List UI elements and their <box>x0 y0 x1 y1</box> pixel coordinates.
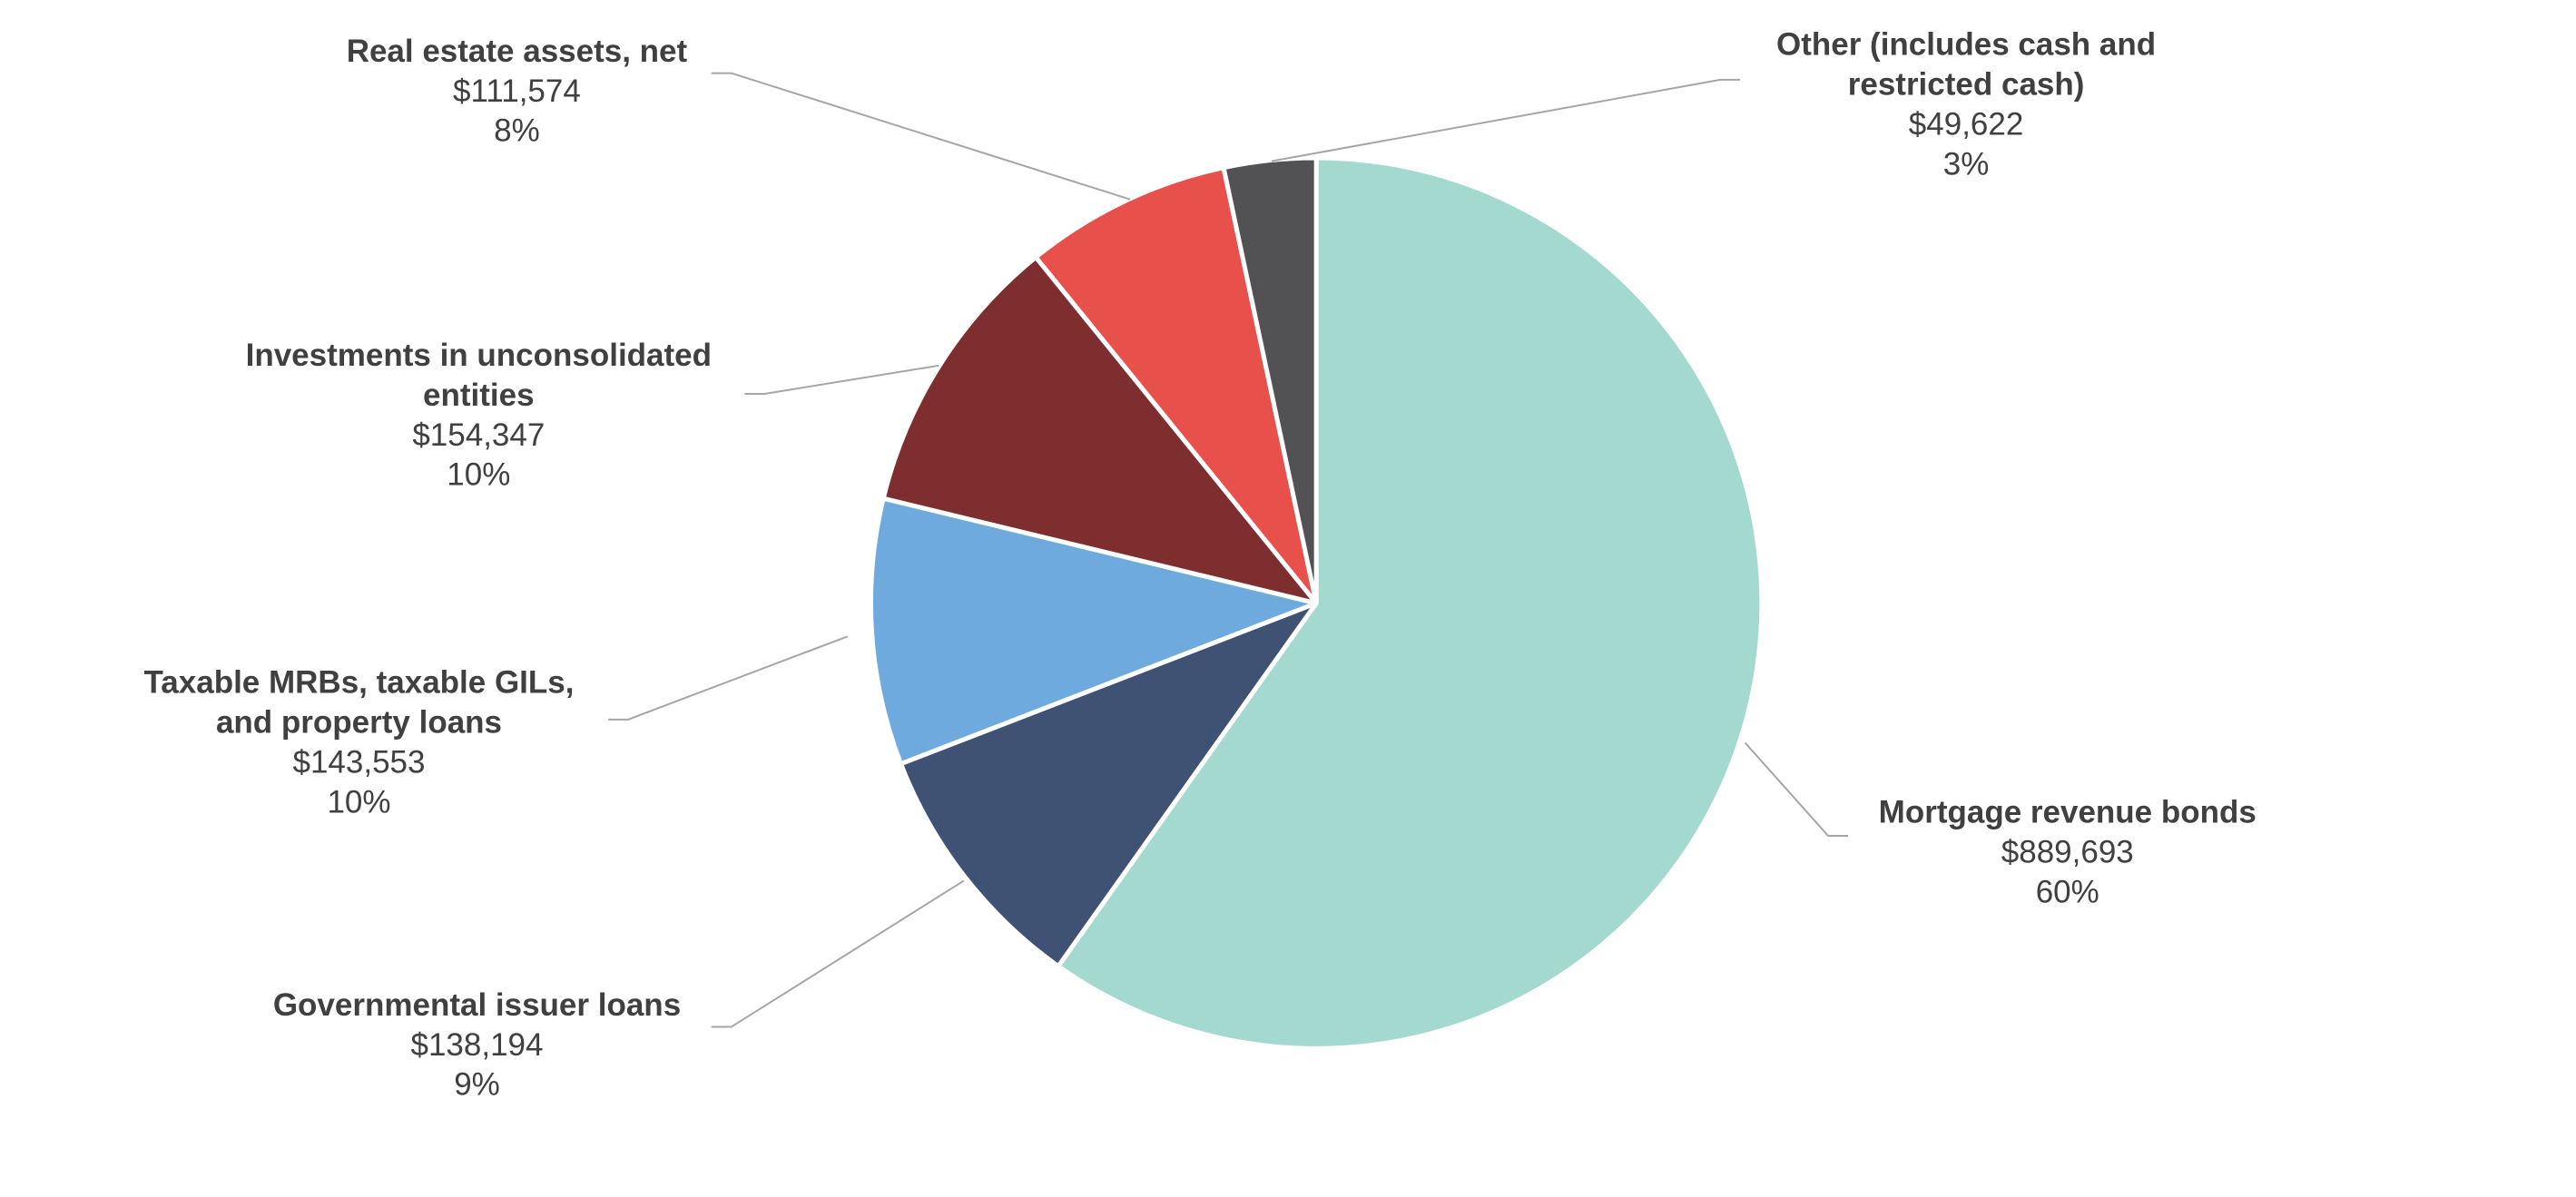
slice-label: entities <box>423 378 535 413</box>
leader-line <box>608 635 849 721</box>
pie-slice <box>898 601 1319 969</box>
value-label: $49,622 <box>1909 106 2024 142</box>
slice-label: Real estate assets, net <box>347 34 688 69</box>
pie-slice <box>880 254 1319 606</box>
percent-label: 10% <box>447 457 510 493</box>
leader-line <box>711 879 965 1028</box>
slice-label: Investments in unconsolidated <box>246 338 712 373</box>
pie-slice <box>1056 155 1765 1051</box>
percent-label: 60% <box>2036 874 2099 909</box>
slice-label: and property loans <box>216 705 502 741</box>
value-label: $138,194 <box>411 1027 544 1063</box>
leader-line <box>1271 78 1741 162</box>
value-label: $143,553 <box>293 745 426 780</box>
percent-label: 9% <box>454 1067 500 1103</box>
pie-slice <box>868 495 1319 767</box>
value-label: $111,574 <box>453 74 581 109</box>
slice-label: Taxable MRBs, taxable GILs, <box>144 665 575 701</box>
pie-slice <box>1221 155 1319 606</box>
leader-line <box>711 72 1131 201</box>
slice-label: Governmental issuer loans <box>273 987 681 1023</box>
percent-label: 10% <box>327 784 390 819</box>
leader-line <box>744 364 939 395</box>
slice-label: Other (includes cash and <box>1776 27 2156 63</box>
percent-label: 3% <box>1943 146 1990 182</box>
leader-line <box>1744 741 1849 837</box>
slice-label: restricted cash) <box>1848 66 2085 102</box>
slice-label: Mortgage revenue bonds <box>1879 794 2256 829</box>
percent-label: 8% <box>494 113 540 149</box>
value-label: $154,347 <box>412 417 545 453</box>
value-label: $889,693 <box>2001 834 2134 869</box>
